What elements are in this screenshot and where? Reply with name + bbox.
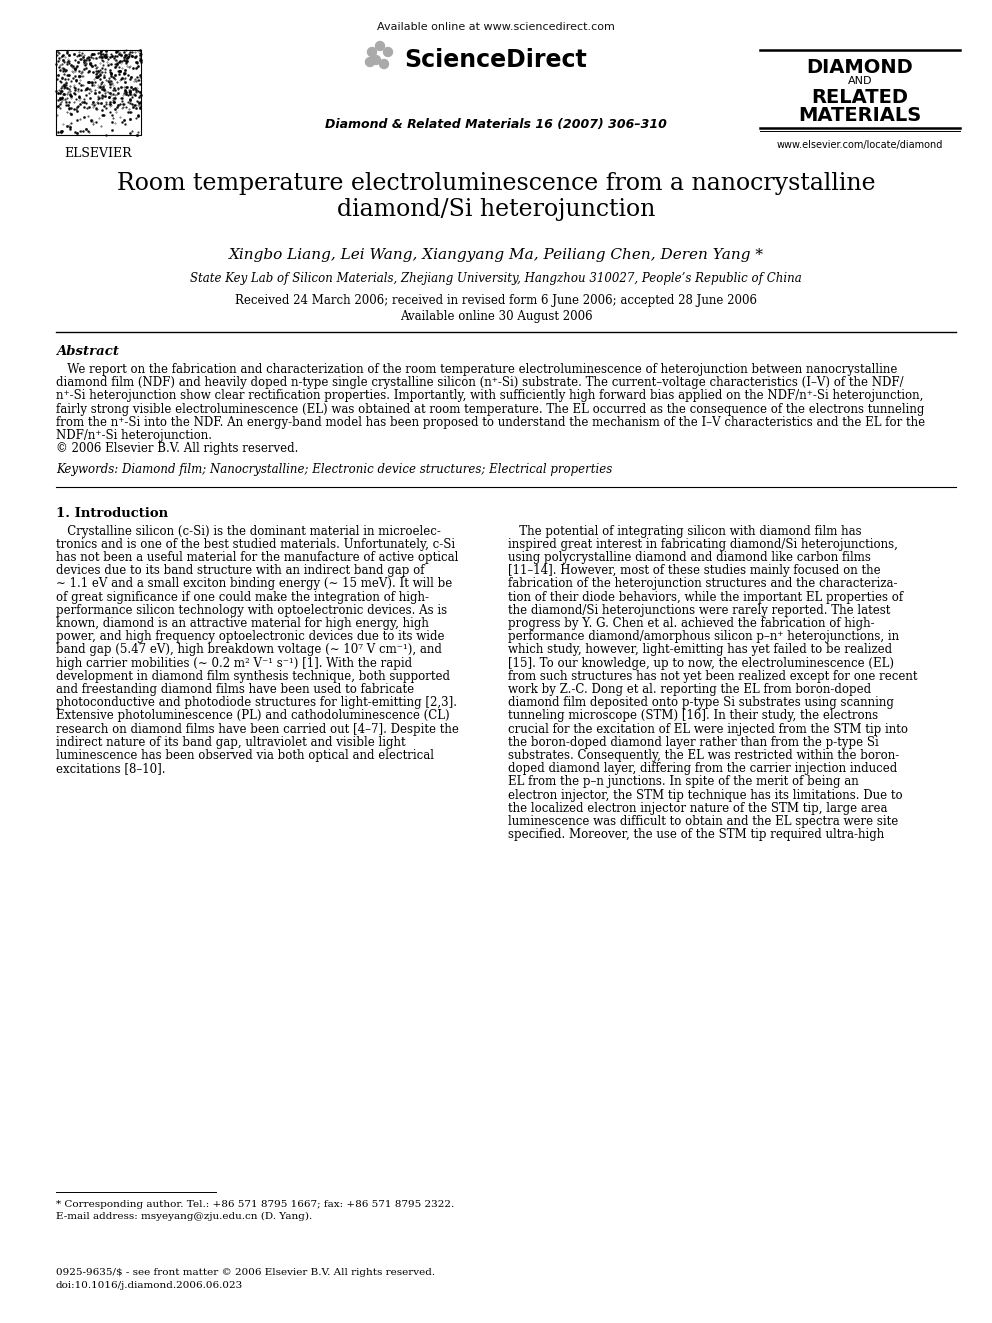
Circle shape (367, 48, 377, 57)
Text: indirect nature of its band gap, ultraviolet and visible light: indirect nature of its band gap, ultravi… (56, 736, 406, 749)
Text: tion of their diode behaviors, while the important EL properties of: tion of their diode behaviors, while the… (508, 590, 903, 603)
Text: E-mail address: msyeyang@zju.edu.cn (D. Yang).: E-mail address: msyeyang@zju.edu.cn (D. … (56, 1212, 312, 1221)
Text: [11–14]. However, most of these studies mainly focused on the: [11–14]. However, most of these studies … (508, 564, 881, 577)
Text: AND: AND (848, 75, 872, 86)
Circle shape (380, 60, 389, 69)
Text: Crystalline silicon (c-Si) is the dominant material in microelec-: Crystalline silicon (c-Si) is the domina… (56, 525, 440, 537)
Text: substrates. Consequently, the EL was restricted within the boron-: substrates. Consequently, the EL was res… (508, 749, 900, 762)
Text: 0925-9635/$ - see front matter © 2006 Elsevier B.V. All rights reserved.: 0925-9635/$ - see front matter © 2006 El… (56, 1267, 435, 1277)
Text: ELSEVIER: ELSEVIER (64, 147, 132, 160)
Text: known, diamond is an attractive material for high energy, high: known, diamond is an attractive material… (56, 617, 429, 630)
Text: electron injector, the STM tip technique has its limitations. Due to: electron injector, the STM tip technique… (508, 789, 903, 802)
Text: ∼ 1.1 eV and a small exciton binding energy (∼ 15 meV). It will be: ∼ 1.1 eV and a small exciton binding ene… (56, 577, 452, 590)
Text: research on diamond films have been carried out [4–7]. Despite the: research on diamond films have been carr… (56, 722, 459, 736)
Text: [15]. To our knowledge, up to now, the electroluminescence (EL): [15]. To our knowledge, up to now, the e… (508, 656, 894, 669)
Text: 1. Introduction: 1. Introduction (56, 507, 168, 520)
Text: MATERIALS: MATERIALS (799, 106, 922, 124)
Text: Xingbo Liang, Lei Wang, Xiangyang Ma, Peiliang Chen, Deren Yang *: Xingbo Liang, Lei Wang, Xiangyang Ma, Pe… (228, 247, 764, 262)
Text: EL from the p–n junctions. In spite of the merit of being an: EL from the p–n junctions. In spite of t… (508, 775, 859, 789)
Text: www.elsevier.com/locate/diamond: www.elsevier.com/locate/diamond (777, 140, 943, 149)
Text: doped diamond layer, differing from the carrier injection induced: doped diamond layer, differing from the … (508, 762, 897, 775)
Text: © 2006 Elsevier B.V. All rights reserved.: © 2006 Elsevier B.V. All rights reserved… (56, 442, 299, 455)
Text: high carrier mobilities (∼ 0.2 m² V⁻¹ s⁻¹) [1]. With the rapid: high carrier mobilities (∼ 0.2 m² V⁻¹ s⁻… (56, 656, 412, 669)
Text: tunneling microscope (STM) [16]. In their study, the electrons: tunneling microscope (STM) [16]. In thei… (508, 709, 878, 722)
Text: work by Z.-C. Dong et al. reporting the EL from boron-doped: work by Z.-C. Dong et al. reporting the … (508, 683, 871, 696)
Text: from such structures has not yet been realized except for one recent: from such structures has not yet been re… (508, 669, 918, 683)
Text: from the n⁺-Si into the NDF. An energy-band model has been proposed to understan: from the n⁺-Si into the NDF. An energy-b… (56, 415, 926, 429)
Text: diamond film deposited onto p-type Si substrates using scanning: diamond film deposited onto p-type Si su… (508, 696, 894, 709)
Text: performance silicon technology with optoelectronic devices. As is: performance silicon technology with opto… (56, 603, 447, 617)
Text: n⁺-Si heterojunction show clear rectification properties. Importantly, with suff: n⁺-Si heterojunction show clear rectific… (56, 389, 924, 402)
Text: The potential of integrating silicon with diamond film has: The potential of integrating silicon wit… (508, 525, 862, 537)
Text: devices due to its band structure with an indirect band gap of: devices due to its band structure with a… (56, 564, 425, 577)
Text: photoconductive and photodiode structures for light-emitting [2,3].: photoconductive and photodiode structure… (56, 696, 457, 709)
Text: diamond film (NDF) and heavily doped n-type single crystalline silicon (n⁺-Si) s: diamond film (NDF) and heavily doped n-t… (56, 376, 904, 389)
Circle shape (384, 48, 393, 57)
Text: DIAMOND: DIAMOND (806, 58, 914, 77)
Text: and freestanding diamond films have been used to fabricate: and freestanding diamond films have been… (56, 683, 414, 696)
Text: power, and high frequency optoelectronic devices due to its wide: power, and high frequency optoelectronic… (56, 630, 444, 643)
Text: Keywords: Diamond film; Nanocrystalline; Electronic device structures; Electrica: Keywords: Diamond film; Nanocrystalline;… (56, 463, 612, 476)
Text: band gap (5.47 eV), high breakdown voltage (∼ 10⁷ V cm⁻¹), and: band gap (5.47 eV), high breakdown volta… (56, 643, 441, 656)
Text: performance diamond/amorphous silicon p–n⁺ heterojunctions, in: performance diamond/amorphous silicon p–… (508, 630, 899, 643)
Circle shape (371, 56, 381, 65)
Text: Available online 30 August 2006: Available online 30 August 2006 (400, 310, 592, 323)
Circle shape (365, 57, 375, 66)
Text: the boron-doped diamond layer rather than from the p-type Si: the boron-doped diamond layer rather tha… (508, 736, 879, 749)
Text: using polycrystalline diamond and diamond like carbon films: using polycrystalline diamond and diamon… (508, 550, 871, 564)
Text: doi:10.1016/j.diamond.2006.06.023: doi:10.1016/j.diamond.2006.06.023 (56, 1281, 243, 1290)
Text: fabrication of the heterojunction structures and the characteriza-: fabrication of the heterojunction struct… (508, 577, 898, 590)
Text: NDF/n⁺-Si heterojunction.: NDF/n⁺-Si heterojunction. (56, 429, 212, 442)
Text: of great significance if one could make the integration of high-: of great significance if one could make … (56, 590, 429, 603)
Text: Abstract: Abstract (56, 345, 119, 359)
Text: ScienceDirect: ScienceDirect (405, 48, 587, 71)
Text: Room temperature electroluminescence from a nanocrystalline: Room temperature electroluminescence fro… (117, 172, 875, 194)
Text: We report on the fabrication and characterization of the room temperature electr: We report on the fabrication and charact… (56, 363, 898, 376)
Text: development in diamond film synthesis technique, both supported: development in diamond film synthesis te… (56, 669, 450, 683)
Text: the localized electron injector nature of the STM tip, large area: the localized electron injector nature o… (508, 802, 888, 815)
Text: crucial for the excitation of EL were injected from the STM tip into: crucial for the excitation of EL were in… (508, 722, 908, 736)
Text: fairly strong visible electroluminescence (EL) was obtained at room temperature.: fairly strong visible electroluminescenc… (56, 402, 925, 415)
Text: * Corresponding author. Tel.: +86 571 8795 1667; fax: +86 571 8795 2322.: * Corresponding author. Tel.: +86 571 87… (56, 1200, 454, 1209)
Text: specified. Moreover, the use of the STM tip required ultra-high: specified. Moreover, the use of the STM … (508, 828, 884, 841)
Text: inspired great interest in fabricating diamond/Si heterojunctions,: inspired great interest in fabricating d… (508, 538, 898, 550)
Text: Available online at www.sciencedirect.com: Available online at www.sciencedirect.co… (377, 22, 615, 32)
Text: diamond/Si heterojunction: diamond/Si heterojunction (337, 198, 655, 221)
Text: luminescence has been observed via both optical and electrical: luminescence has been observed via both … (56, 749, 434, 762)
Text: tronics and is one of the best studied materials. Unfortunately, c-Si: tronics and is one of the best studied m… (56, 538, 455, 550)
Text: Received 24 March 2006; received in revised form 6 June 2006; accepted 28 June 2: Received 24 March 2006; received in revi… (235, 294, 757, 307)
Circle shape (376, 41, 385, 50)
Text: Diamond & Related Materials 16 (2007) 306–310: Diamond & Related Materials 16 (2007) 30… (325, 118, 667, 131)
Text: excitations [8–10].: excitations [8–10]. (56, 762, 166, 775)
Text: luminescence was difficult to obtain and the EL spectra were site: luminescence was difficult to obtain and… (508, 815, 898, 828)
Text: Extensive photoluminescence (PL) and cathodoluminescence (CL): Extensive photoluminescence (PL) and cat… (56, 709, 449, 722)
Text: State Key Lab of Silicon Materials, Zhejiang University, Hangzhou 310027, People: State Key Lab of Silicon Materials, Zhej… (190, 273, 802, 284)
Bar (56, 50, 141, 135)
Text: progress by Y. G. Chen et al. achieved the fabrication of high-: progress by Y. G. Chen et al. achieved t… (508, 617, 875, 630)
Text: the diamond/Si heterojunctions were rarely reported. The latest: the diamond/Si heterojunctions were rare… (508, 603, 891, 617)
Text: RELATED: RELATED (811, 89, 909, 107)
Text: has not been a useful material for the manufacture of active optical: has not been a useful material for the m… (56, 550, 458, 564)
Text: which study, however, light-emitting has yet failed to be realized: which study, however, light-emitting has… (508, 643, 892, 656)
